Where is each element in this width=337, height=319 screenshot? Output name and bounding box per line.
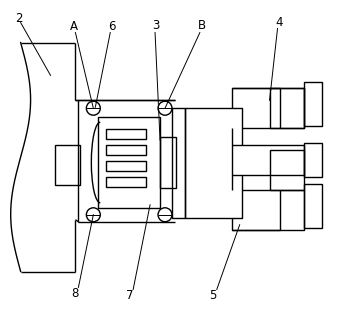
Text: 8: 8 [72, 287, 79, 300]
Text: 6: 6 [109, 20, 116, 33]
Text: 7: 7 [126, 289, 134, 302]
Text: 3: 3 [152, 19, 160, 32]
Bar [270, 88, 304, 128]
Bar [160, 137, 176, 188]
Bar [270, 150, 304, 190]
Bar [98, 117, 160, 208]
Bar [106, 145, 146, 155]
Bar [172, 108, 185, 218]
Text: 2: 2 [15, 12, 22, 25]
Text: 4: 4 [276, 16, 283, 29]
Text: A: A [69, 20, 78, 33]
Text: B: B [198, 19, 206, 32]
Bar [304, 143, 322, 177]
Bar [304, 184, 322, 228]
Bar [304, 82, 322, 126]
Bar [56, 145, 81, 185]
Bar [106, 129, 146, 139]
Text: 5: 5 [209, 289, 216, 302]
Bar [106, 177, 146, 187]
Bar [106, 161, 146, 171]
